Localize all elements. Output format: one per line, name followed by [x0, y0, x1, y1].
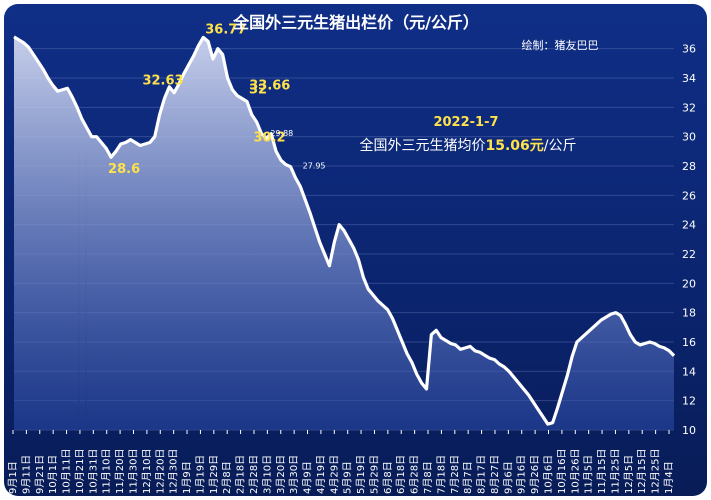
chart-frame: 10 12 14 16 18 20 22 24 26 28 30 32 34 36 9月1日 9月11日 9月… [4, 4, 707, 496]
x-axis: 9月1日 9月11日 9月21日 10月1日 10月11日 10月21日 10月31日 11月… [7, 430, 675, 494]
x-tick-label: 5月9日 [342, 461, 354, 494]
y-axis: 10 12 14 16 18 20 22 24 26 28 30 32 34 36 [682, 43, 696, 437]
note-label-prefix: 全国外三元生猪均价 [359, 137, 485, 154]
x-tick-label: 10月31日 [87, 449, 99, 494]
x-tick-label: 12月15日 [636, 449, 648, 494]
note-average-price: 全国外三元生猪均价15.06元/公斤 [359, 137, 576, 154]
y-tick-label: 24 [682, 219, 696, 232]
y-tick-label: 20 [682, 277, 696, 290]
y-tick-label: 22 [682, 248, 696, 261]
y-tick-label: 36 [682, 43, 696, 56]
annotation-label: 32 [249, 82, 267, 97]
x-tick-label: 9月21日 [34, 455, 46, 494]
x-tick-label: 6月8日 [382, 461, 394, 494]
y-tick-label: 26 [682, 189, 696, 202]
x-tick-label: 12月10日 [141, 449, 153, 494]
x-tick-label: 1月9日 [181, 461, 193, 494]
x-tick-label: 7月28日 [449, 455, 461, 494]
chart-credit: 绘制：猪友巴巴 [522, 38, 599, 52]
x-tick-label: 4月19日 [315, 455, 327, 494]
annotation-label: 32.63 [142, 74, 183, 89]
series-line [13, 35, 676, 426]
y-tick-label: 10 [682, 424, 696, 437]
x-tick-label: 3月20日 [275, 455, 287, 494]
x-tick-label: 10月6日 [543, 455, 555, 494]
note-price: 15.06元 [485, 138, 543, 154]
annotation-label: 29.88 [270, 129, 293, 138]
x-tick-label: 2月28日 [248, 455, 260, 494]
annotation-label: 27.95 [303, 162, 326, 171]
x-tick-label: 11月30日 [127, 449, 139, 494]
x-tick-label: 11月10日 [101, 449, 113, 494]
x-tick-label: 12月5日 [623, 455, 635, 494]
x-tick-label: 12月20日 [154, 449, 166, 494]
x-tick-label: 11月5日 [583, 455, 595, 494]
note-date: 2022-1-7 [433, 115, 498, 130]
y-tick-label: 18 [682, 307, 696, 320]
y-tick-label: 28 [682, 160, 696, 173]
y-tick-label: 14 [682, 365, 696, 378]
x-tick-label: 6月18日 [395, 455, 407, 494]
x-tick-label: 8月7日 [462, 461, 474, 494]
x-tick-label: 11月20日 [114, 449, 126, 494]
y-tick-label: 30 [682, 131, 696, 144]
annotation-label: 33.66 [249, 79, 290, 94]
area-layer [13, 35, 676, 431]
note-label-suffix: /公斤 [544, 138, 577, 154]
x-tick-label: 1月4日 [663, 461, 675, 494]
x-tick-label: 12月25日 [650, 449, 662, 494]
x-tick-label: 11月15日 [596, 449, 608, 494]
x-tick-label: 9月6日 [502, 461, 514, 494]
x-tick-label: 5月29日 [368, 455, 380, 494]
y-tick-label: 16 [682, 336, 696, 349]
x-tick-label: 12月30日 [168, 449, 180, 494]
x-tick-label: 6月28日 [409, 455, 421, 494]
x-tick-label: 2月8日 [221, 461, 233, 494]
x-tick-label: 2月18日 [235, 455, 247, 494]
x-tick-label: 10月16日 [556, 449, 568, 494]
y-tick-label: 32 [682, 101, 696, 114]
annotation-label: 36.77 [205, 22, 246, 37]
x-tick-label: 4月29日 [328, 455, 340, 494]
annotation-label: 28.6 [108, 162, 140, 177]
x-tick-label: 9月26日 [529, 455, 541, 494]
x-tick-label: 9月1日 [7, 461, 19, 494]
x-tick-label: 11月25日 [609, 449, 621, 494]
x-tick-label: 7月8日 [422, 461, 434, 494]
x-tick-label: 7月18日 [435, 455, 447, 494]
x-tick-label: 8月27日 [489, 455, 501, 494]
annotation-label: 30.2 [254, 131, 286, 146]
x-tick-label: 5月19日 [355, 455, 367, 494]
y-tick-label: 12 [682, 395, 696, 408]
x-tick-label: 8月17日 [476, 455, 488, 494]
x-tick-label: 9月11日 [20, 455, 32, 494]
x-tick-label: 3月10日 [261, 455, 273, 494]
x-tick-label: 10月11日 [61, 449, 73, 494]
x-tick-label: 4月9日 [302, 461, 314, 494]
chart-title: 全国外三元生猪出栏价（元/公斤） [232, 13, 479, 32]
y-tick-label: 34 [682, 72, 696, 85]
x-tick-label: 9月16日 [516, 455, 528, 494]
x-tick-label: 10月1日 [47, 455, 59, 494]
x-tick-label: 10月26日 [569, 449, 581, 494]
x-tick-label: 1月29日 [208, 455, 220, 494]
x-tick-label: 1月19日 [194, 455, 206, 494]
x-tick-label: 3月30日 [288, 455, 300, 494]
x-tick-label: 10月21日 [74, 449, 86, 494]
